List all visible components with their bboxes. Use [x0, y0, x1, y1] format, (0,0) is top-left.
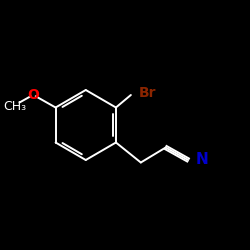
Text: N: N [196, 152, 208, 168]
Text: O: O [27, 88, 39, 102]
Text: CH₃: CH₃ [3, 100, 26, 113]
Text: Br: Br [138, 86, 156, 100]
